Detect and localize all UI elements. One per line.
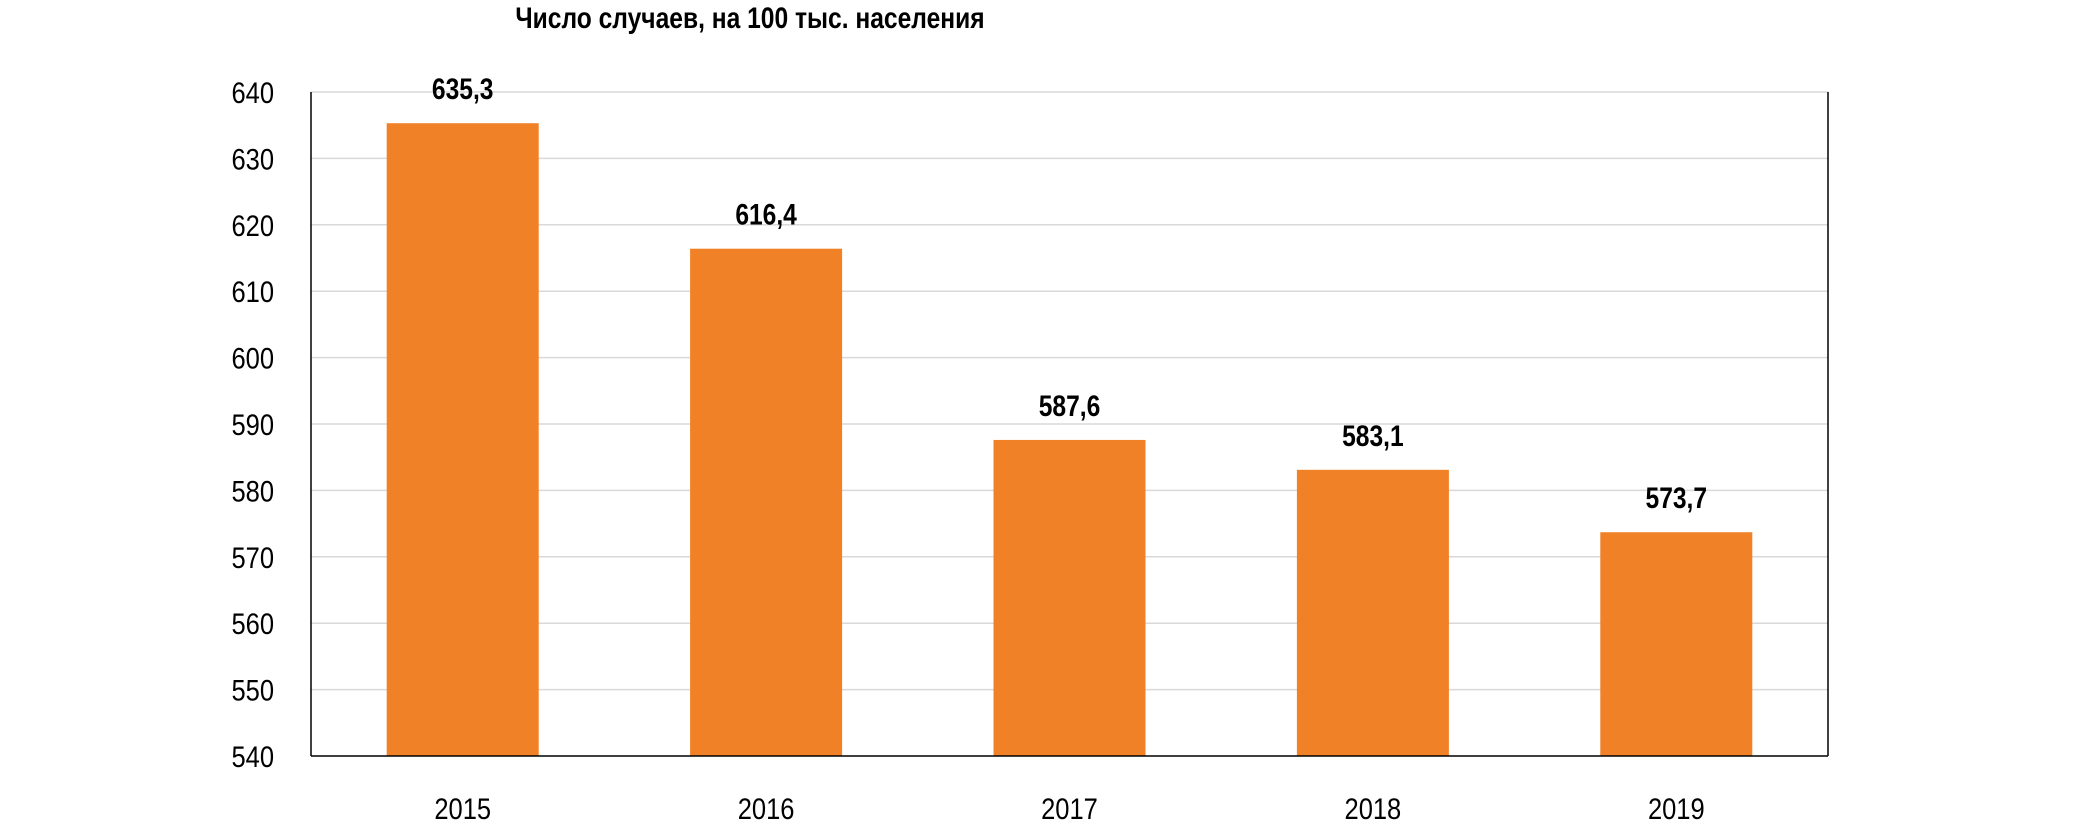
bar-2016	[690, 248, 843, 757]
data-label-2016: 616,4	[735, 197, 797, 231]
y-tick-labels: 540 550 560 570 580 590 600 610 620 630 640	[231, 76, 274, 773]
data-label-2017: 587,6	[1039, 389, 1101, 423]
bar-2018	[1296, 469, 1449, 756]
x-tick-labels: 2015 2016 2017 2018 2019	[434, 792, 1704, 825]
y-tick-label: 600	[231, 342, 274, 375]
y-tick-label: 640	[231, 76, 274, 109]
y-tick-label: 620	[231, 209, 274, 242]
bar-2017	[993, 439, 1146, 756]
y-tick-label: 550	[231, 674, 274, 707]
y-tick-label: 560	[231, 607, 274, 640]
x-tick-label-2016: 2016	[738, 792, 795, 825]
data-label-2015: 635,3	[432, 72, 494, 106]
x-tick-label-2018: 2018	[1345, 792, 1402, 825]
data-label-2019: 573,7	[1646, 481, 1708, 515]
x-tick-label-2017: 2017	[1041, 792, 1098, 825]
bar-2019	[1600, 532, 1753, 756]
data-labels: 635,3 616,4 587,6 583,1 573,7	[432, 72, 1707, 515]
x-tick-label-2015: 2015	[434, 792, 491, 825]
bar-2015	[386, 123, 539, 756]
y-tick-label: 630	[231, 142, 274, 175]
x-tick-label-2019: 2019	[1648, 792, 1705, 825]
chart-title: Число случаев, на 100 тыс. населения	[515, 2, 985, 35]
axes	[310, 92, 1829, 757]
y-tick-label: 580	[231, 474, 274, 507]
y-tick-label: 570	[231, 541, 274, 574]
y-tick-label: 590	[231, 408, 274, 441]
y-tick-label: 610	[231, 275, 274, 308]
data-label-2018: 583,1	[1342, 418, 1404, 452]
bars	[386, 123, 1753, 757]
y-tick-label: 540	[231, 740, 274, 773]
